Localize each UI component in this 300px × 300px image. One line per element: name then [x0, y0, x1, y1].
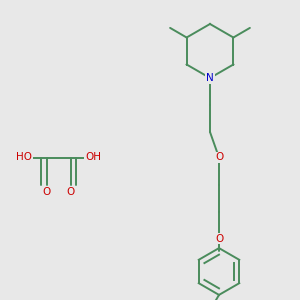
- Text: O: O: [215, 233, 223, 244]
- Text: HO: HO: [16, 152, 32, 163]
- Text: O: O: [215, 152, 223, 163]
- Text: O: O: [66, 187, 75, 197]
- Text: N: N: [206, 73, 214, 83]
- Text: O: O: [42, 187, 51, 197]
- Text: OH: OH: [85, 152, 101, 163]
